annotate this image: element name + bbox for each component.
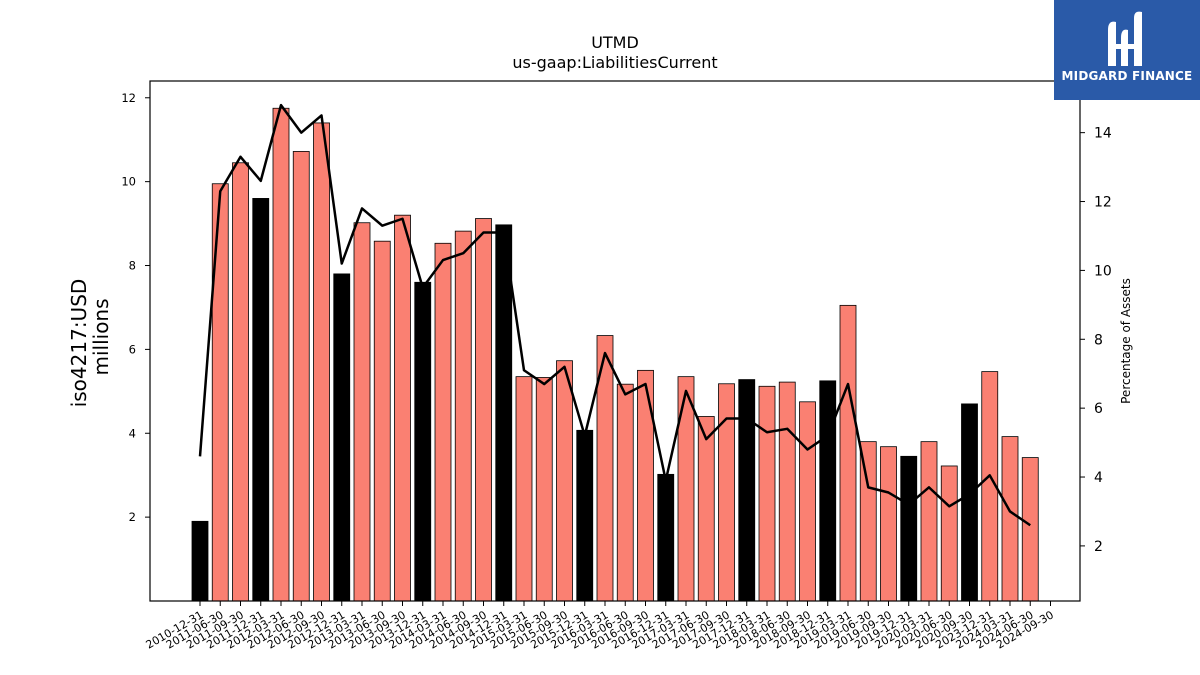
bar-2011-09-30 — [232, 162, 249, 602]
bar-2015-03-31 — [515, 376, 533, 602]
bar-group — [191, 107, 1039, 602]
bar-2016-12-31 — [657, 473, 675, 602]
x-axis: 2010-12-312011-06-302011-09-302011-12-31… — [144, 601, 1056, 652]
y-right-tick-label-10: 10 — [1094, 263, 1112, 279]
bar-2018-09-30 — [799, 401, 816, 602]
y-axis-right: 2 4 6 8 10 12 14 — [1080, 126, 1112, 555]
y-axis-right-label: Percentage of Assets — [1119, 278, 1133, 404]
y-right-tick-label-4: 4 — [1094, 470, 1103, 486]
y-right-tick-label-12: 12 — [1094, 195, 1112, 211]
line-layer — [198, 103, 1031, 527]
bar-2013-12-31 — [414, 281, 432, 602]
bar-2011-06-30 — [211, 183, 229, 602]
y-right-tick-label-2: 2 — [1094, 539, 1103, 555]
bar-2020-09-30 — [961, 403, 978, 602]
y-tick-label-10: 10 — [121, 175, 136, 189]
bar-2019-06-30 — [859, 441, 877, 602]
bar-2018-12-31 — [819, 380, 837, 602]
bar-2013-09-30 — [394, 214, 411, 602]
bar-2017-06-30 — [697, 416, 715, 602]
bar-2013-03-31 — [353, 222, 371, 602]
bar-2024-06-30 — [1021, 457, 1039, 602]
bar-2019-09-30 — [880, 446, 897, 602]
y-tick-label-2: 2 — [129, 510, 136, 524]
plot-frame — [149, 80, 1081, 602]
y-tick-label-12: 12 — [121, 91, 136, 105]
bar-2014-09-30 — [475, 218, 492, 602]
bar-2015-12-31 — [576, 429, 594, 602]
y-tick-label-6: 6 — [129, 342, 136, 356]
bar-2020-06-30 — [940, 465, 958, 602]
midgard-m-icon — [1108, 11, 1142, 67]
y-axis-label-line2: millions — [89, 298, 113, 375]
bar-2010-12-31 — [191, 520, 209, 602]
bar-2019-12-31 — [900, 455, 918, 602]
bar-2011-12-31 — [252, 198, 270, 602]
y-tick-label-8: 8 — [129, 259, 136, 273]
bar-2012-06-30 — [292, 151, 310, 602]
chart-subtitle: us-gaap:LiabilitiesCurrent — [512, 53, 717, 72]
bar-2017-12-31 — [738, 379, 756, 602]
y-axis-left: 2 4 6 8 10 12 — [121, 91, 150, 524]
bar-2012-12-31 — [333, 273, 351, 602]
y-right-tick-label-8: 8 — [1094, 332, 1103, 348]
y-right-tick-label-6: 6 — [1094, 401, 1103, 417]
midgard-finance-logo: MIDGARD FINANCE — [1054, 0, 1200, 100]
bar-2017-09-30 — [718, 383, 735, 602]
logo-text: MIDGARD FINANCE — [1061, 69, 1193, 83]
bar-2015-06-30 — [535, 377, 553, 602]
bar-2014-03-31 — [434, 242, 452, 602]
bar-2024-03-31 — [1001, 436, 1019, 602]
bar-2015-09-30 — [556, 360, 573, 602]
bar-2014-12-31 — [495, 224, 513, 602]
bar-2012-03-31 — [272, 107, 290, 602]
chart-title: UTMD — [591, 33, 639, 52]
y-axis-label-line1: iso4217:USD — [67, 279, 91, 408]
bar-2018-03-31 — [758, 385, 776, 602]
bar-2019-03-31 — [839, 304, 857, 602]
bar-2016-06-30 — [616, 383, 634, 602]
bar-2020-03-31 — [920, 441, 938, 602]
bar-2018-06-30 — [778, 381, 796, 602]
bar-2012-09-30 — [313, 122, 330, 602]
y-right-tick-label-14: 14 — [1094, 126, 1112, 142]
percentage-line — [198, 103, 1031, 527]
bar-2014-06-30 — [454, 230, 472, 602]
y-tick-label-4: 4 — [129, 426, 136, 440]
bar-2013-06-30 — [373, 240, 391, 602]
